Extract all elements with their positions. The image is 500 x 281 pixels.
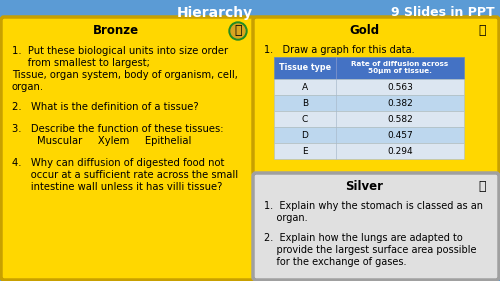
Text: 2.   What is the definition of a tissue?: 2. What is the definition of a tissue? xyxy=(12,102,198,112)
FancyBboxPatch shape xyxy=(274,95,464,111)
Text: organ.: organ. xyxy=(12,82,44,92)
FancyBboxPatch shape xyxy=(274,57,464,79)
Text: B: B xyxy=(302,99,308,108)
Text: 4.   Why can diffusion of digested food not: 4. Why can diffusion of digested food no… xyxy=(12,158,224,168)
Text: Silver: Silver xyxy=(345,180,383,194)
FancyBboxPatch shape xyxy=(274,143,464,159)
Text: 9 Slides in PPT: 9 Slides in PPT xyxy=(392,6,495,19)
Text: 🏅: 🏅 xyxy=(234,24,242,37)
Text: 1.  Put these biological units into size order: 1. Put these biological units into size … xyxy=(12,46,228,56)
Text: 2.  Explain how the lungs are adapted to: 2. Explain how the lungs are adapted to xyxy=(264,233,463,243)
Text: provide the largest surface area possible: provide the largest surface area possibl… xyxy=(264,245,476,255)
FancyBboxPatch shape xyxy=(1,17,255,280)
Circle shape xyxy=(231,24,245,38)
Text: Rate of diffusion across
50μm of tissue.: Rate of diffusion across 50μm of tissue. xyxy=(352,62,448,74)
Text: intestine wall unless it has villi tissue?: intestine wall unless it has villi tissu… xyxy=(12,182,222,192)
Text: A: A xyxy=(302,83,308,92)
Text: 1.   Draw a graph for this data.: 1. Draw a graph for this data. xyxy=(264,45,414,55)
Text: Hierarchy: Hierarchy xyxy=(177,6,253,20)
Text: occur at a sufficient rate across the small: occur at a sufficient rate across the sm… xyxy=(12,170,238,180)
Text: from smallest to largest;: from smallest to largest; xyxy=(12,58,150,68)
Text: Muscular     Xylem     Epithelial: Muscular Xylem Epithelial xyxy=(12,136,192,146)
Text: Gold: Gold xyxy=(349,24,379,37)
Text: C: C xyxy=(302,114,308,124)
Text: for the exchange of gases.: for the exchange of gases. xyxy=(264,257,406,267)
Text: Tissue type: Tissue type xyxy=(279,64,331,72)
FancyBboxPatch shape xyxy=(274,127,464,143)
Text: 0.563: 0.563 xyxy=(387,83,413,92)
FancyBboxPatch shape xyxy=(253,173,499,280)
FancyBboxPatch shape xyxy=(253,17,499,175)
FancyBboxPatch shape xyxy=(274,111,464,127)
Text: 1.  Explain why the stomach is classed as an: 1. Explain why the stomach is classed as… xyxy=(264,201,483,211)
Text: 🏅: 🏅 xyxy=(478,24,486,37)
Text: 0.382: 0.382 xyxy=(387,99,413,108)
Text: 🏅: 🏅 xyxy=(478,180,486,194)
Text: E: E xyxy=(302,146,308,155)
Text: D: D xyxy=(302,130,308,139)
Circle shape xyxy=(229,22,247,40)
Text: 3.   Describe the function of these tissues:: 3. Describe the function of these tissue… xyxy=(12,124,224,134)
Text: 0.294: 0.294 xyxy=(387,146,413,155)
Text: 0.582: 0.582 xyxy=(387,114,413,124)
FancyBboxPatch shape xyxy=(274,79,464,95)
Text: Bronze: Bronze xyxy=(93,24,139,37)
Text: 0.457: 0.457 xyxy=(387,130,413,139)
Text: Tissue, organ system, body of organism, cell,: Tissue, organ system, body of organism, … xyxy=(12,70,238,80)
Text: organ.: organ. xyxy=(264,213,308,223)
